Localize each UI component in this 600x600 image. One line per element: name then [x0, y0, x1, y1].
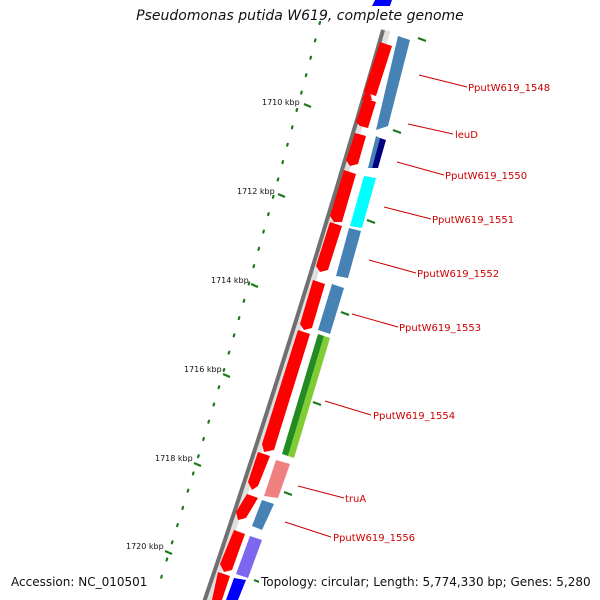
kbp-tick: [222, 372, 231, 379]
scale-label: 1720 kbp: [126, 542, 164, 551]
kbp-tick: [193, 461, 202, 468]
inner-tick: [340, 310, 350, 317]
forward-gene: [364, 42, 392, 96]
forward-gene: [316, 222, 342, 272]
forward-strand-genes: [212, 42, 392, 600]
inner-tick: [392, 128, 402, 135]
inner-tick: [417, 36, 427, 43]
inner-tick: [366, 218, 376, 225]
gene-block-1548: [376, 36, 410, 130]
gene-block-1553: [318, 284, 344, 334]
gene-label: leuD: [455, 130, 478, 141]
gene-block-1550: [372, 138, 386, 168]
reverse-strand-genes: [226, 36, 410, 600]
leader-line: [351, 313, 399, 328]
forward-gene: [248, 452, 270, 490]
scale-labels: 1710 kbp 1712 kbp 1714 kbp 1716 kbp 1718…: [126, 98, 300, 551]
inner-ticks: [253, 36, 427, 585]
reverse-gene-partial: [372, 0, 392, 6]
gene-block-blue-bottom: [226, 578, 246, 600]
forward-gene: [262, 330, 310, 452]
kbp-tick: [250, 282, 259, 289]
gene-block-1551: [350, 176, 376, 228]
kbp-tick: [303, 102, 312, 109]
gene-block-1554: [288, 336, 330, 458]
forward-gene: [362, 86, 372, 100]
inner-tick: [312, 400, 322, 407]
forward-gene: [212, 572, 230, 600]
summary-text: Topology: circular; Length: 5,774,330 bp…: [259, 575, 593, 589]
gene-label: PputW619_1550: [445, 171, 527, 182]
forward-gene: [346, 133, 366, 166]
gene-block-1556: [252, 500, 274, 530]
outer-ticks: [164, 102, 312, 556]
leader-line: [324, 400, 372, 416]
gene-label: PputW619_1551: [432, 215, 514, 226]
forward-gene: [236, 494, 258, 520]
scale-label: 1714 kbp: [211, 276, 249, 285]
gene-block-purple: [236, 536, 262, 578]
label-leader-lines: [284, 74, 468, 538]
gene-label: PputW619_1548: [468, 83, 550, 94]
gene-block-leud: [368, 136, 380, 168]
scale-label: 1710 kbp: [262, 98, 300, 107]
genome-title: Pseudomonas putida W619, complete genome: [136, 8, 464, 24]
kbp-tick: [277, 192, 286, 199]
forward-gene: [300, 280, 325, 330]
leader-line: [284, 521, 332, 538]
leader-line: [297, 485, 345, 499]
gene-block-1554-dark: [282, 334, 324, 456]
forward-gene: [356, 98, 376, 128]
accession-text: Accession: NC_010501: [9, 575, 150, 589]
leader-line: [418, 74, 468, 88]
scale-dotted-arc: [156, 20, 322, 590]
inner-tick: [283, 490, 293, 497]
scale-label: 1712 kbp: [237, 187, 275, 196]
gene-label: PputW619_1553: [399, 323, 481, 334]
gene-label: truA: [345, 494, 366, 505]
gene-label: PputW619_1554: [373, 411, 455, 422]
leader-line: [383, 206, 432, 220]
genome-backbone-edge: [202, 29, 385, 600]
scale-label: 1716 kbp: [184, 365, 222, 374]
gene-labels: PputW619_1548 leuD PputW619_1550 PputW61…: [333, 83, 550, 544]
forward-gene: [330, 170, 356, 222]
kbp-tick: [164, 549, 173, 556]
gene-block-1552: [336, 228, 361, 278]
gene-label: PputW619_1552: [417, 269, 499, 280]
leader-line: [407, 123, 454, 135]
gene-block-trua: [264, 460, 290, 498]
leader-line: [396, 161, 445, 176]
forward-gene: [220, 530, 245, 572]
leader-line: [368, 259, 417, 274]
gene-label: PputW619_1556: [333, 533, 415, 544]
scale-label: 1718 kbp: [155, 454, 193, 463]
